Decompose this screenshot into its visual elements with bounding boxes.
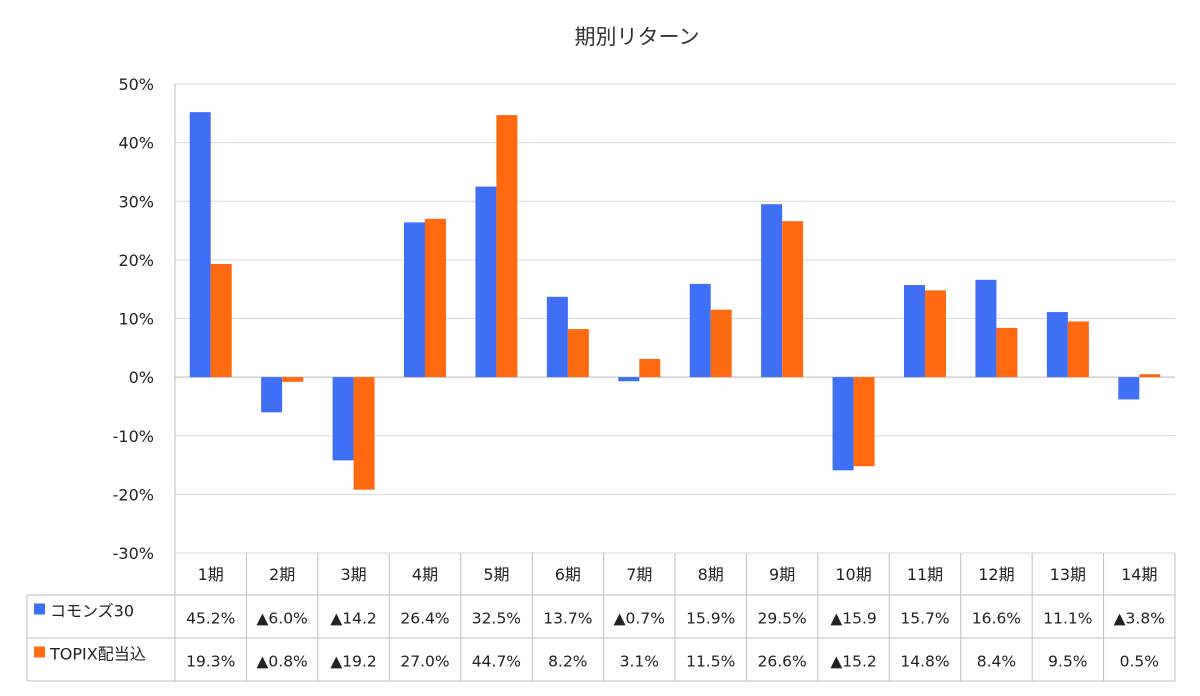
bar-commons30-5 <box>475 186 497 378</box>
category-label: 2期 <box>269 565 295 584</box>
y-tick-label: 0% <box>129 368 154 387</box>
category-label: 7期 <box>626 565 652 584</box>
bar-commons30-14 <box>1118 377 1140 400</box>
grid-lines <box>174 83 1175 554</box>
table-cell: 26.4% <box>400 610 449 628</box>
bar-commons30-2 <box>261 377 283 413</box>
category-label: 13期 <box>1050 565 1086 584</box>
y-tick-label: 40% <box>118 134 154 153</box>
bar-topix-12 <box>996 327 1018 378</box>
bar-topix-10 <box>853 377 875 467</box>
legend-swatch <box>34 646 45 658</box>
y-tick-label: 30% <box>118 192 154 211</box>
bar-topix-14 <box>1139 374 1161 378</box>
y-tick-label: -20% <box>113 485 154 504</box>
bar-topix-6 <box>567 329 589 378</box>
table-cell: 8.4% <box>977 653 1016 671</box>
bar-commons30-11 <box>904 285 925 378</box>
table-cell: 3.1% <box>620 653 659 671</box>
category-label: 6期 <box>555 565 581 584</box>
category-label: 4期 <box>412 565 438 584</box>
bar-commons30-12 <box>975 279 997 378</box>
bar-topix-8 <box>710 309 732 378</box>
y-tick-label: 10% <box>118 310 154 329</box>
category-label: 9期 <box>769 565 795 584</box>
table-cell: ▲15.9 <box>830 610 876 628</box>
table-cell: 16.6% <box>972 610 1021 628</box>
bar-topix-3 <box>353 377 375 490</box>
bar-topix-5 <box>496 115 518 378</box>
legend-label: コモンズ30 <box>50 602 134 621</box>
category-label: 10期 <box>835 565 871 584</box>
table-cell: ▲14.2 <box>330 610 376 628</box>
bar-commons30-9 <box>761 204 783 378</box>
table-cell: 27.0% <box>400 653 449 671</box>
bar-commons30-8 <box>689 283 711 378</box>
category-label: 12期 <box>978 565 1014 584</box>
table-cell: 26.6% <box>758 653 807 671</box>
table-cell: 11.5% <box>686 653 735 671</box>
bar-topix-11 <box>925 290 946 378</box>
bar-topix-4 <box>425 218 446 378</box>
legend-label: TOPIX配当込 <box>49 645 146 664</box>
table-cell: 15.9% <box>686 610 735 628</box>
table-cell: 9.5% <box>1048 653 1087 671</box>
table-cell: 32.5% <box>472 610 521 628</box>
bar-topix-7 <box>639 358 661 378</box>
table-cell: ▲0.7% <box>614 610 665 628</box>
y-tick-label: 20% <box>118 251 154 270</box>
table-cell: ▲6.0% <box>256 610 307 628</box>
bar-marks <box>189 112 1161 490</box>
y-tick-label: -30% <box>113 544 154 563</box>
table-cell: 15.7% <box>900 610 949 628</box>
bar-commons30-7 <box>618 377 640 382</box>
bar-commons30-4 <box>404 222 425 378</box>
table-cell: ▲15.2 <box>830 653 876 671</box>
bar-commons30-3 <box>332 377 354 461</box>
table-cell: 19.3% <box>186 653 235 671</box>
y-axis-tick-labels: 50% 40% 30% 20% 10% 0% -10% -20% -30% <box>113 75 154 563</box>
y-tick-label: 50% <box>118 75 154 94</box>
category-label: 14期 <box>1121 565 1157 584</box>
table-cell: ▲0.8% <box>256 653 307 671</box>
category-label: 3期 <box>340 565 366 584</box>
bar-topix-13 <box>1067 321 1089 378</box>
legend-swatch <box>34 603 45 615</box>
category-label: 5期 <box>483 565 509 584</box>
table-cell: 29.5% <box>758 610 807 628</box>
bar-commons30-6 <box>546 296 568 378</box>
table-cell: 45.2% <box>186 610 235 628</box>
table-cell: 8.2% <box>548 653 587 671</box>
bar-topix-1 <box>210 263 232 378</box>
table-cell: 14.8% <box>900 653 949 671</box>
bar-commons30-1 <box>189 112 211 378</box>
table-cell: ▲3.8% <box>1114 610 1165 628</box>
bar-topix-9 <box>782 221 804 378</box>
category-label: 1期 <box>198 565 224 584</box>
category-label: 8期 <box>698 565 724 584</box>
table-cell: 0.5% <box>1120 653 1159 671</box>
bar-commons30-13 <box>1046 312 1068 378</box>
category-label: 11期 <box>907 565 943 584</box>
table-cell: 13.7% <box>543 610 592 628</box>
y-tick-label: -10% <box>113 427 154 446</box>
chart-title: 期別リターン <box>575 25 700 49</box>
table-cell: 44.7% <box>472 653 521 671</box>
bar-topix-2 <box>282 377 304 382</box>
table-cell: ▲19.2 <box>330 653 376 671</box>
table-cell: 11.1% <box>1043 610 1092 628</box>
bar-commons30-10 <box>832 377 854 471</box>
